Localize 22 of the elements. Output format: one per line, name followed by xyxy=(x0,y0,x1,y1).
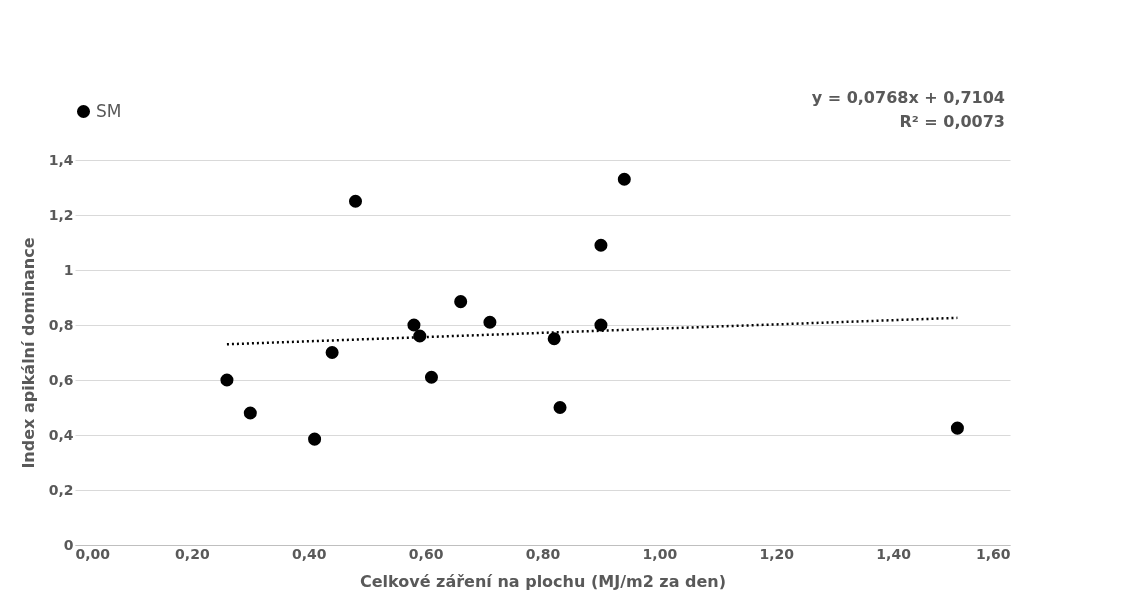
x-tick-label: 1,20 xyxy=(759,545,795,562)
y-axis-title: Index apikální dominance xyxy=(18,237,38,469)
x-tick-label: 1,00 xyxy=(642,545,678,562)
y-tick-label: 0,2 xyxy=(48,481,74,498)
x-tick-label: 0,20 xyxy=(175,545,210,562)
y-tick-label: 1,2 xyxy=(48,206,74,223)
x-tick-label: 0,80 xyxy=(525,545,561,562)
text: y = 0,0768x + 0,7104 xyxy=(811,88,1005,107)
y-tick-label: 1 xyxy=(63,261,74,278)
y-tick-label: 1,4 xyxy=(48,151,74,168)
x-tick-label: 1,60 xyxy=(975,545,1011,562)
y-tick-label: 0,6 xyxy=(48,371,74,388)
y-tick-label: 0,8 xyxy=(48,316,74,333)
x-tick-label: 0,40 xyxy=(291,545,327,562)
x-tick-label: 0,00 xyxy=(75,545,111,562)
x-tick-label: 1,40 xyxy=(876,545,912,562)
y-tick-label: 0,4 xyxy=(48,426,74,443)
y-tick-label: 0 xyxy=(63,536,74,553)
x-axis-title: Celkové záření na plochu (MJ/m2 za den) xyxy=(359,571,727,591)
x-tick-label: 0,60 xyxy=(408,545,444,562)
text: R² = 0,0073 xyxy=(899,112,1005,131)
legend-label: SM xyxy=(96,100,122,121)
